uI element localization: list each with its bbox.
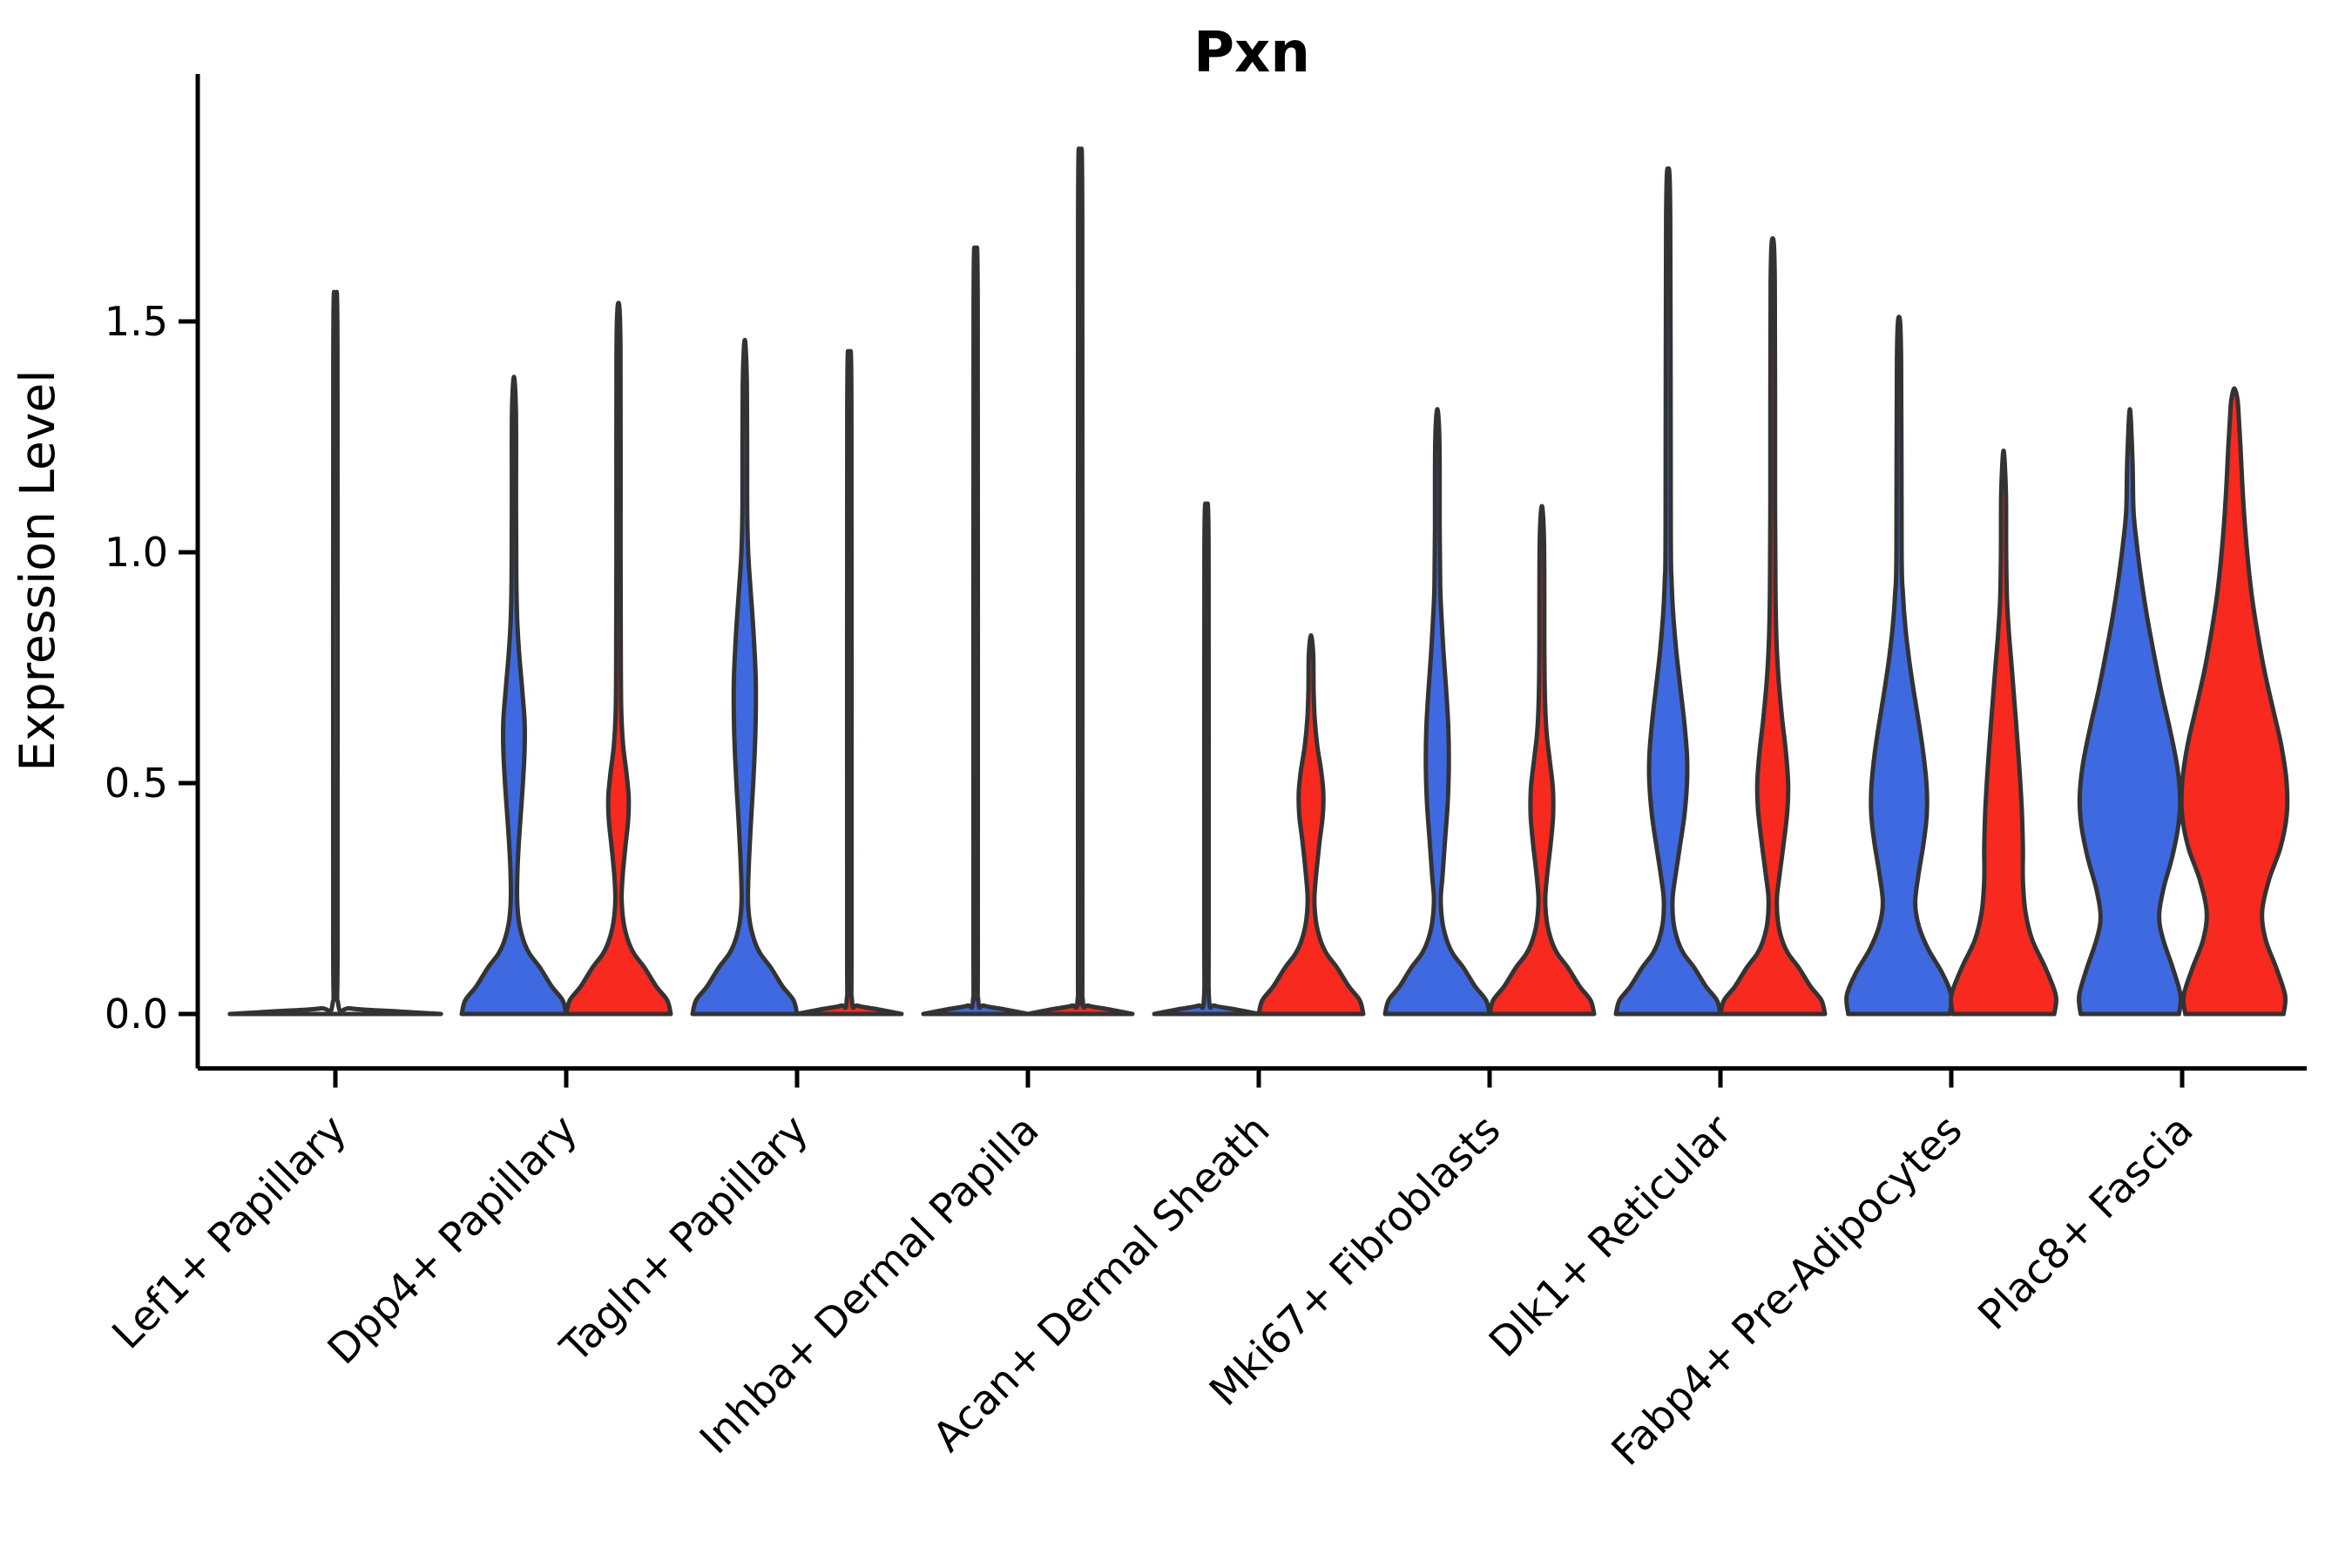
x-tick-label: Dpp4+ Papillary: [319, 1106, 587, 1375]
y-axis-label: Expression Level: [10, 369, 65, 771]
violin-red: [1718, 236, 1828, 1017]
violin-blue: [1844, 314, 1954, 1017]
violin-red: [2179, 386, 2290, 1017]
violin-red: [794, 348, 904, 1017]
violin-red: [1487, 504, 1597, 1017]
violin-single: [227, 289, 443, 1017]
violin-red: [1256, 632, 1366, 1017]
violin-blue: [2077, 407, 2183, 1017]
x-tick-label: Tagln+ Papillary: [551, 1106, 818, 1373]
violin-blue: [921, 245, 1031, 1017]
y-tick-label: 0.5: [105, 760, 168, 807]
x-tick-label: Lef1+ Papillary: [104, 1106, 356, 1359]
axis-spines: [195, 74, 2307, 1071]
violin-blue: [1152, 501, 1261, 1017]
violin-red: [1949, 448, 2058, 1017]
x-tick-label: Plac8+ Fascia: [1970, 1106, 2203, 1340]
violin-blue: [1382, 407, 1492, 1017]
y-tick-label: 0.0: [105, 990, 168, 1037]
violin-red: [1025, 146, 1135, 1017]
y-axis: 0.0 0.5 1.0 1.5: [105, 298, 198, 1037]
y-tick-label: 1.5: [105, 298, 168, 345]
chart-title: Pxn: [1193, 21, 1310, 85]
violins-layer: [227, 146, 2290, 1017]
violin-red: [564, 301, 673, 1017]
violin-blue: [1613, 166, 1723, 1017]
x-tick-label: Dlk1+ Reticular: [1480, 1105, 1741, 1367]
violin-blue: [690, 337, 800, 1017]
y-tick-label: 1.0: [105, 529, 168, 576]
violin-blue: [459, 375, 569, 1017]
